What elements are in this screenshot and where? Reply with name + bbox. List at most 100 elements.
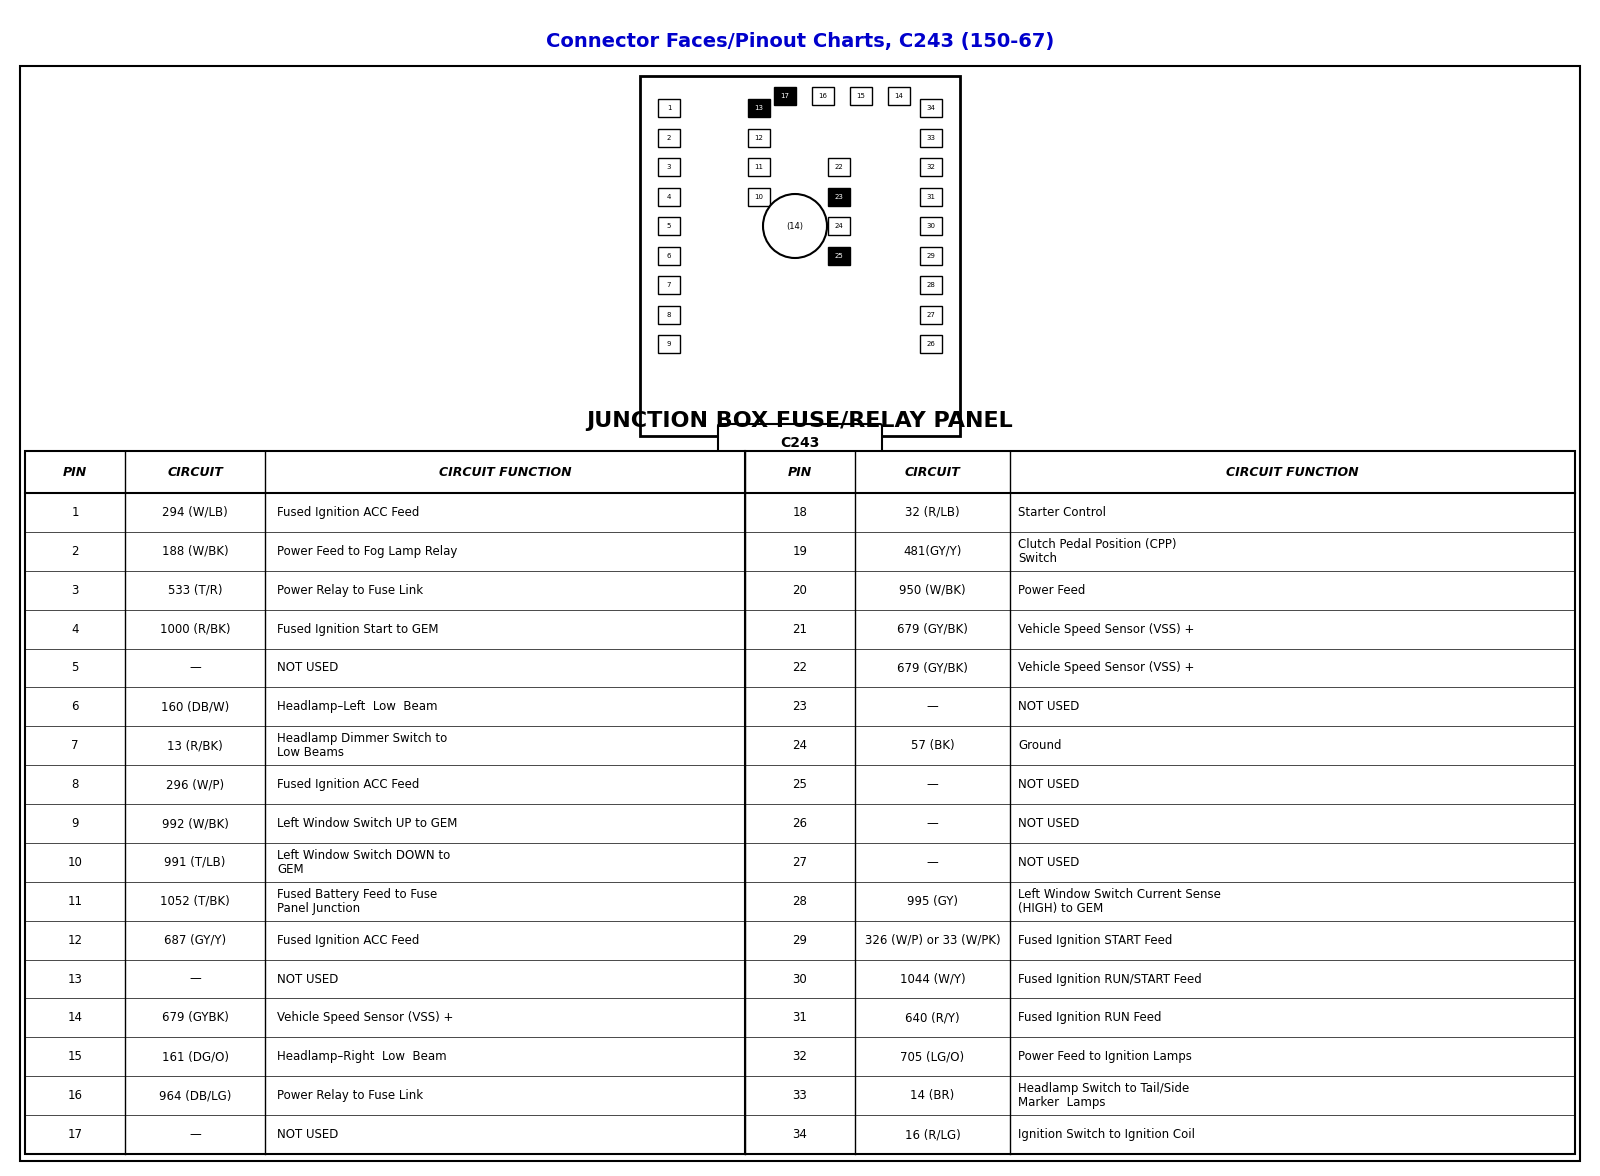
Text: Fused Ignition START Feed: Fused Ignition START Feed bbox=[1018, 934, 1173, 947]
Text: 160 (DB/W): 160 (DB/W) bbox=[162, 701, 229, 714]
Text: 1000 (R/BK): 1000 (R/BK) bbox=[160, 622, 230, 635]
Text: 7: 7 bbox=[72, 740, 78, 753]
Text: Fused Ignition Start to GEM: Fused Ignition Start to GEM bbox=[277, 622, 438, 635]
Text: 1: 1 bbox=[667, 105, 672, 111]
Text: Switch: Switch bbox=[1018, 552, 1058, 564]
Text: GEM: GEM bbox=[277, 863, 304, 876]
Text: 24: 24 bbox=[792, 740, 808, 753]
Text: 57 (BK): 57 (BK) bbox=[910, 740, 954, 753]
Bar bbox=[26, 452, 1574, 1154]
Bar bbox=[920, 158, 942, 176]
Text: 13: 13 bbox=[755, 105, 763, 111]
Text: Ignition Switch to Ignition Coil: Ignition Switch to Ignition Coil bbox=[1018, 1128, 1195, 1141]
Text: 27: 27 bbox=[792, 856, 808, 869]
Text: 481(GY/Y): 481(GY/Y) bbox=[904, 544, 962, 557]
Text: NOT USED: NOT USED bbox=[1018, 701, 1080, 714]
Bar bbox=[749, 158, 770, 176]
Text: Headlamp–Left  Low  Beam: Headlamp–Left Low Beam bbox=[277, 701, 437, 714]
Text: 9: 9 bbox=[667, 341, 672, 347]
Text: 640 (R/Y): 640 (R/Y) bbox=[906, 1011, 960, 1024]
Text: 32 (R/LB): 32 (R/LB) bbox=[906, 506, 960, 519]
Text: 20: 20 bbox=[792, 583, 808, 596]
Text: Ground: Ground bbox=[1018, 740, 1061, 753]
Text: 12: 12 bbox=[755, 134, 763, 140]
Text: 3: 3 bbox=[72, 583, 78, 596]
Text: 23: 23 bbox=[792, 701, 808, 714]
Text: NOT USED: NOT USED bbox=[277, 973, 338, 985]
Text: 19: 19 bbox=[792, 544, 808, 557]
Bar bbox=[749, 128, 770, 147]
Bar bbox=[749, 99, 770, 116]
Text: 5: 5 bbox=[72, 661, 78, 675]
Bar bbox=[850, 87, 872, 105]
Text: 34: 34 bbox=[792, 1128, 808, 1141]
Text: 6: 6 bbox=[72, 701, 78, 714]
Bar bbox=[813, 87, 834, 105]
Text: Headlamp Dimmer Switch to: Headlamp Dimmer Switch to bbox=[277, 733, 448, 746]
Text: Marker  Lamps: Marker Lamps bbox=[1018, 1096, 1106, 1109]
Text: Vehicle Speed Sensor (VSS) +: Vehicle Speed Sensor (VSS) + bbox=[277, 1011, 453, 1024]
Text: 27: 27 bbox=[926, 312, 936, 318]
Text: 33: 33 bbox=[792, 1089, 808, 1102]
Text: NOT USED: NOT USED bbox=[1018, 856, 1080, 869]
Text: 4: 4 bbox=[72, 622, 78, 635]
Text: Left Window Switch Current Sense: Left Window Switch Current Sense bbox=[1018, 888, 1221, 901]
Bar bbox=[920, 128, 942, 147]
Text: 28: 28 bbox=[926, 282, 936, 288]
Text: 30: 30 bbox=[792, 973, 808, 985]
Text: 326 (W/P) or 33 (W/PK): 326 (W/P) or 33 (W/PK) bbox=[864, 934, 1000, 947]
Text: 14: 14 bbox=[67, 1011, 83, 1024]
Text: Vehicle Speed Sensor (VSS) +: Vehicle Speed Sensor (VSS) + bbox=[1018, 661, 1194, 675]
Circle shape bbox=[763, 194, 827, 258]
Text: Clutch Pedal Position (CPP): Clutch Pedal Position (CPP) bbox=[1018, 537, 1176, 550]
Text: C243: C243 bbox=[781, 436, 819, 450]
Bar bbox=[658, 128, 680, 147]
Text: 992 (W/BK): 992 (W/BK) bbox=[162, 817, 229, 830]
Text: 10: 10 bbox=[755, 194, 763, 200]
Text: 995 (GY): 995 (GY) bbox=[907, 895, 958, 908]
Text: 15: 15 bbox=[67, 1050, 83, 1063]
Text: 13 (R/BK): 13 (R/BK) bbox=[166, 740, 222, 753]
Text: 679 (GY/BK): 679 (GY/BK) bbox=[898, 661, 968, 675]
Bar bbox=[829, 218, 850, 235]
Text: 16: 16 bbox=[819, 93, 827, 99]
Text: Left Window Switch DOWN to: Left Window Switch DOWN to bbox=[277, 849, 450, 862]
Text: (14): (14) bbox=[787, 221, 803, 230]
Bar bbox=[920, 276, 942, 294]
Text: 21: 21 bbox=[792, 622, 808, 635]
Text: 22: 22 bbox=[835, 163, 843, 171]
Bar bbox=[829, 158, 850, 176]
Bar bbox=[658, 99, 680, 116]
Text: 9: 9 bbox=[72, 817, 78, 830]
Text: 705 (LG/O): 705 (LG/O) bbox=[901, 1050, 965, 1063]
Text: PIN: PIN bbox=[62, 466, 86, 479]
Text: 2: 2 bbox=[72, 544, 78, 557]
Text: Connector Faces/Pinout Charts, C243 (150-67): Connector Faces/Pinout Charts, C243 (150… bbox=[546, 32, 1054, 51]
Text: 31: 31 bbox=[926, 194, 936, 200]
Text: CIRCUIT: CIRCUIT bbox=[904, 466, 960, 479]
Text: NOT USED: NOT USED bbox=[277, 1128, 338, 1141]
Bar bbox=[920, 247, 942, 265]
Text: 14 (BR): 14 (BR) bbox=[910, 1089, 955, 1102]
Bar bbox=[658, 247, 680, 265]
Text: (HIGH) to GEM: (HIGH) to GEM bbox=[1018, 902, 1104, 915]
Text: Fused Ignition ACC Feed: Fused Ignition ACC Feed bbox=[277, 934, 419, 947]
Bar bbox=[658, 218, 680, 235]
Text: 188 (W/BK): 188 (W/BK) bbox=[162, 544, 229, 557]
Text: 687 (GY/Y): 687 (GY/Y) bbox=[163, 934, 226, 947]
Text: 8: 8 bbox=[667, 312, 672, 318]
Text: —: — bbox=[926, 856, 938, 869]
Text: JUNCTION BOX FUSE/RELAY PANEL: JUNCTION BOX FUSE/RELAY PANEL bbox=[587, 410, 1013, 430]
Text: 2: 2 bbox=[667, 134, 670, 140]
Text: Fused Battery Feed to Fuse: Fused Battery Feed to Fuse bbox=[277, 888, 437, 901]
Text: 964 (DB/LG): 964 (DB/LG) bbox=[158, 1089, 230, 1102]
Bar bbox=[774, 87, 797, 105]
Text: 32: 32 bbox=[792, 1050, 808, 1063]
Text: Headlamp–Right  Low  Beam: Headlamp–Right Low Beam bbox=[277, 1050, 446, 1063]
Text: 10: 10 bbox=[67, 856, 83, 869]
Text: —: — bbox=[189, 973, 202, 985]
Text: 29: 29 bbox=[792, 934, 808, 947]
Text: 30: 30 bbox=[926, 223, 936, 229]
Text: —: — bbox=[926, 779, 938, 791]
Text: 25: 25 bbox=[792, 779, 808, 791]
